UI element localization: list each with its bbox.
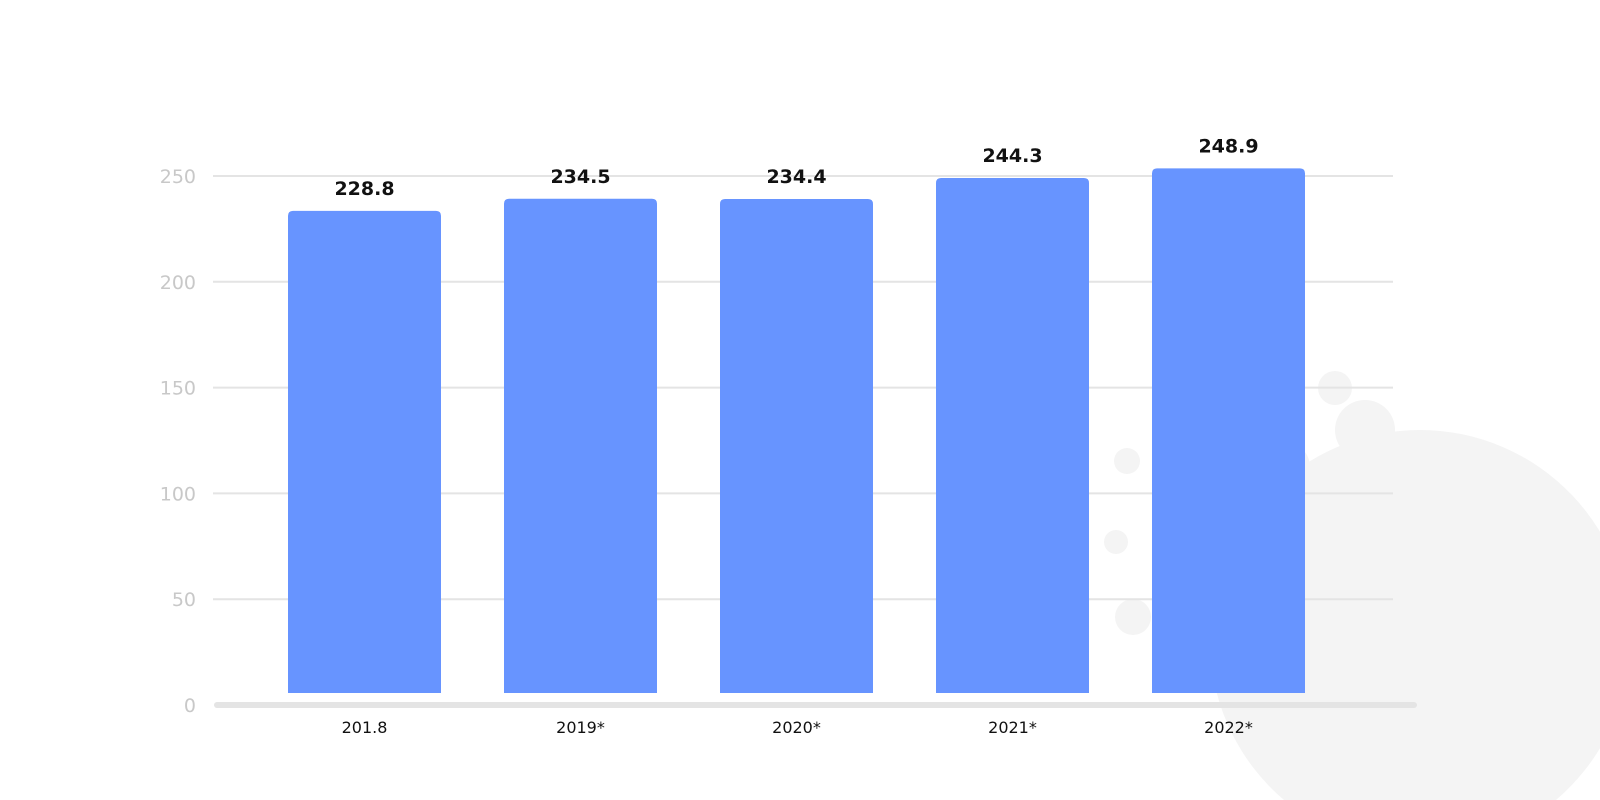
x-tick-label: 2019* — [556, 718, 605, 737]
bar — [720, 199, 873, 694]
y-tick-label: 150 — [160, 378, 196, 400]
y-tick-label: 250 — [160, 166, 196, 188]
x-tick-label: 2020* — [772, 718, 821, 737]
bar — [936, 178, 1089, 693]
data-label: 244.3 — [982, 145, 1042, 167]
y-tick-label: 0 — [184, 695, 196, 717]
data-label: 248.9 — [1198, 135, 1258, 157]
data-label: 228.8 — [334, 178, 394, 200]
bar — [288, 210, 441, 694]
y-tick-label: 200 — [160, 272, 196, 294]
data-label: 234.4 — [766, 166, 826, 188]
x-tick-label: 201.8 — [342, 718, 388, 737]
bar — [504, 198, 657, 693]
data-label: 234.5 — [550, 166, 610, 188]
x-tick-label: 2022* — [1204, 718, 1253, 737]
x-tick-label: 2021* — [988, 718, 1037, 737]
bar — [1152, 168, 1305, 693]
y-tick-label: 50 — [172, 589, 196, 611]
y-tick-label: 100 — [160, 483, 196, 505]
